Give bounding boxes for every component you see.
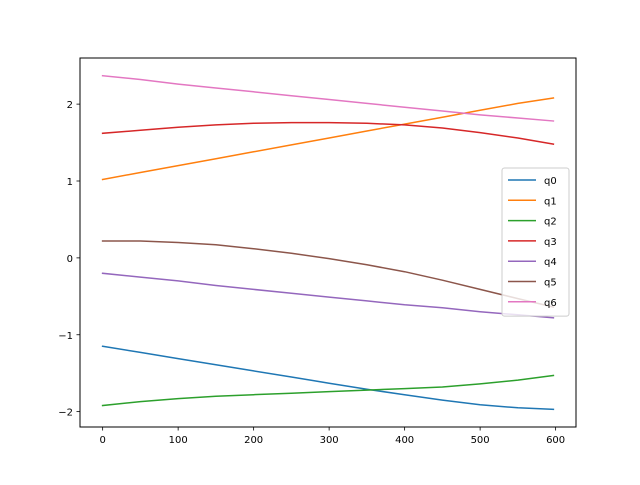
x-tick-label: 300	[320, 435, 339, 446]
legend-box	[501, 167, 570, 317]
series-line-q5	[101, 240, 555, 309]
legend-label-q4: q4	[544, 257, 557, 268]
legend-label-q1: q1	[544, 196, 557, 207]
y-axis: −2 −1 0 1 2	[58, 100, 80, 419]
x-axis: 0 100 200 300 400 500 600	[99, 427, 565, 446]
y-tick-label: −2	[58, 408, 73, 419]
x-tick-label: 600	[546, 435, 565, 446]
legend-label-q6: q6	[544, 298, 557, 309]
x-tick-label: 200	[244, 435, 263, 446]
legend-label-q3: q3	[544, 237, 557, 248]
y-tick-label: 2	[67, 100, 73, 111]
series-layer	[101, 74, 555, 411]
series-line-q1	[101, 97, 555, 181]
legend: q0 q1 q2 q3 q4 q5 q6	[501, 167, 570, 317]
series-line-q2	[101, 374, 555, 407]
x-tick-label: 400	[395, 435, 414, 446]
series-line-q6	[101, 74, 555, 122]
series-line-q3	[101, 121, 555, 145]
legend-label-q5: q5	[544, 278, 557, 289]
x-tick-label: 0	[99, 435, 105, 446]
plot-frame	[79, 57, 577, 428]
legend-label-q2: q2	[544, 217, 557, 228]
x-tick-label: 500	[471, 435, 490, 446]
series-line-q0	[101, 345, 555, 411]
y-tick-label: 1	[67, 177, 73, 188]
y-tick-label: 0	[67, 254, 73, 265]
series-line-q4	[101, 272, 555, 319]
y-tick-label: −1	[58, 331, 73, 342]
x-tick-label: 100	[169, 435, 188, 446]
legend-label-q0: q0	[544, 176, 557, 187]
